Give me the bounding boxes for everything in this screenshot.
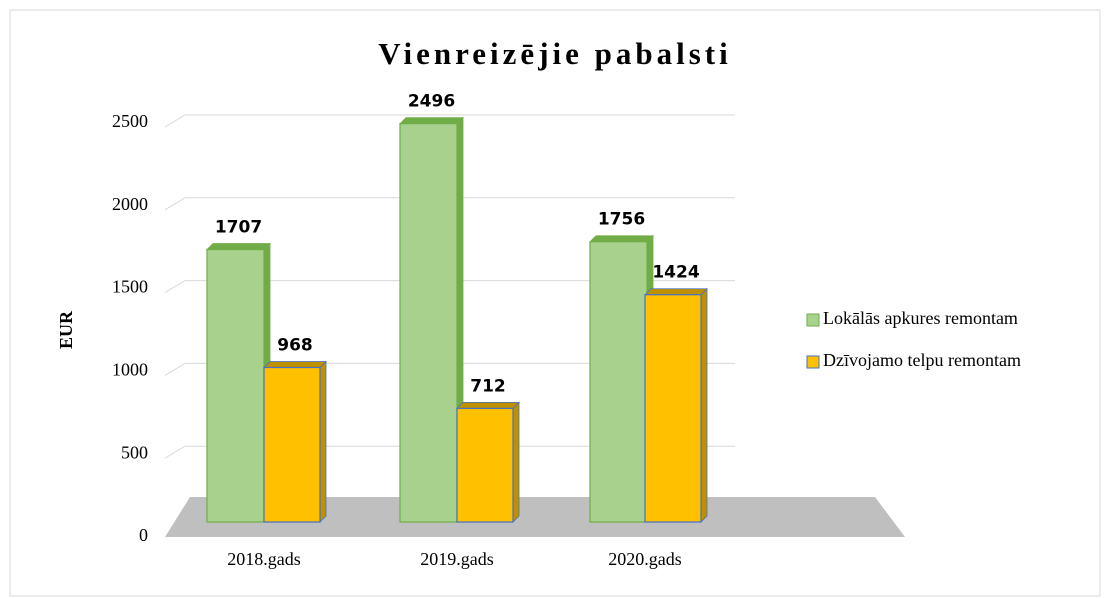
y-tick-label: 1500 <box>112 277 148 297</box>
legend-label: Lokālās apkures remontam <box>823 308 1018 328</box>
floor <box>165 497 905 537</box>
x-tick-label: 2020.gads <box>608 549 682 569</box>
bar-top <box>399 117 464 125</box>
bar <box>263 360 327 523</box>
legend-swatch <box>806 313 820 327</box>
x-tick-label: 2018.gads <box>227 549 301 569</box>
bar-side <box>512 401 520 523</box>
y-tick-label: 0 <box>139 525 148 545</box>
grid-line <box>164 445 735 459</box>
bar-top <box>206 243 271 250</box>
bar-front <box>589 241 648 523</box>
bar-front <box>206 248 265 523</box>
bar <box>399 116 464 523</box>
data-label: 1424 <box>652 263 699 283</box>
grid-line <box>164 280 735 294</box>
bar-top <box>589 235 654 243</box>
bar <box>206 242 271 523</box>
y-tick-label: 500 <box>121 442 148 462</box>
chart-title: Vienreizējie pabalsti <box>378 36 731 71</box>
bar-top <box>263 361 327 368</box>
data-label: 968 <box>277 336 313 356</box>
bar <box>644 287 708 523</box>
legend-label: Dzīvojamo telpu remontam <box>823 350 1021 370</box>
data-label: 1707 <box>215 218 262 238</box>
y-axis-label: EUR <box>56 310 76 349</box>
grid-line <box>164 197 735 211</box>
bar-front <box>644 294 702 523</box>
bar-front <box>263 366 321 523</box>
y-tick-label: 2500 <box>112 111 148 131</box>
data-label: 2496 <box>408 92 455 112</box>
y-tick-label: 2000 <box>112 194 148 214</box>
bar-side <box>319 360 327 523</box>
bar-front <box>399 123 458 523</box>
bar-top <box>456 401 520 409</box>
bar-top <box>644 288 708 296</box>
legend-swatch <box>806 355 820 369</box>
data-label: 1756 <box>598 210 645 230</box>
bar-side <box>700 287 708 523</box>
y-tick-label: 1000 <box>112 360 148 380</box>
grid-line <box>164 362 735 376</box>
data-label: 712 <box>470 376 506 396</box>
bar <box>589 234 654 523</box>
x-tick-label: 2019.gads <box>420 549 494 569</box>
bar-front <box>456 407 514 523</box>
grid-line <box>164 114 735 128</box>
bar <box>456 401 520 523</box>
